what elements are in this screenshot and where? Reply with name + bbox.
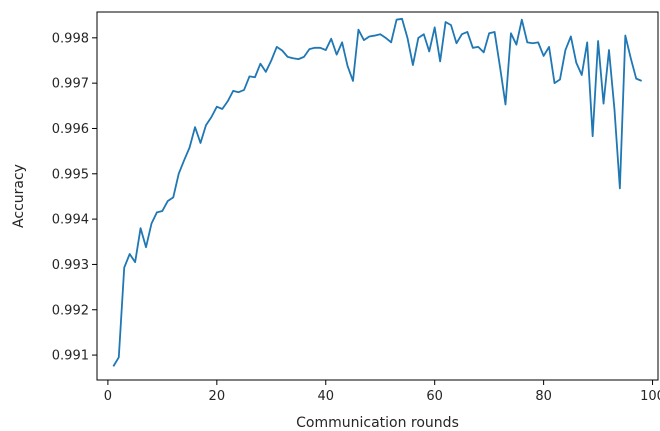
x-tick-label: 0 [104, 389, 112, 404]
plot-area-frame [96, 11, 659, 381]
accuracy-series-line [112, 17, 643, 367]
x-tick-label: 20 [209, 389, 226, 404]
y-tick-label: 0.991 [52, 349, 89, 364]
y-tick-label: 0.998 [52, 31, 89, 46]
y-axis-label: Accuracy [11, 164, 27, 228]
x-axis-ticks: 0 20 40 60 80 100 [104, 380, 660, 404]
x-axis-label: Communication rounds [296, 415, 459, 431]
y-axis-ticks: 0.991 0.992 0.993 0.994 0.995 0.996 0.997 0.998 [52, 31, 97, 364]
y-tick-label: 0.995 [52, 167, 89, 182]
x-tick-label: 100 [640, 389, 660, 404]
y-tick-label: 0.994 [52, 213, 89, 228]
x-tick-label: 80 [535, 389, 552, 404]
x-tick-label: 60 [426, 389, 443, 404]
y-tick-label: 0.996 [52, 122, 89, 137]
y-tick-label: 0.997 [52, 77, 89, 92]
x-tick-label: 40 [317, 389, 334, 404]
y-tick-label: 0.992 [52, 303, 89, 318]
y-tick-label: 0.993 [52, 258, 89, 273]
